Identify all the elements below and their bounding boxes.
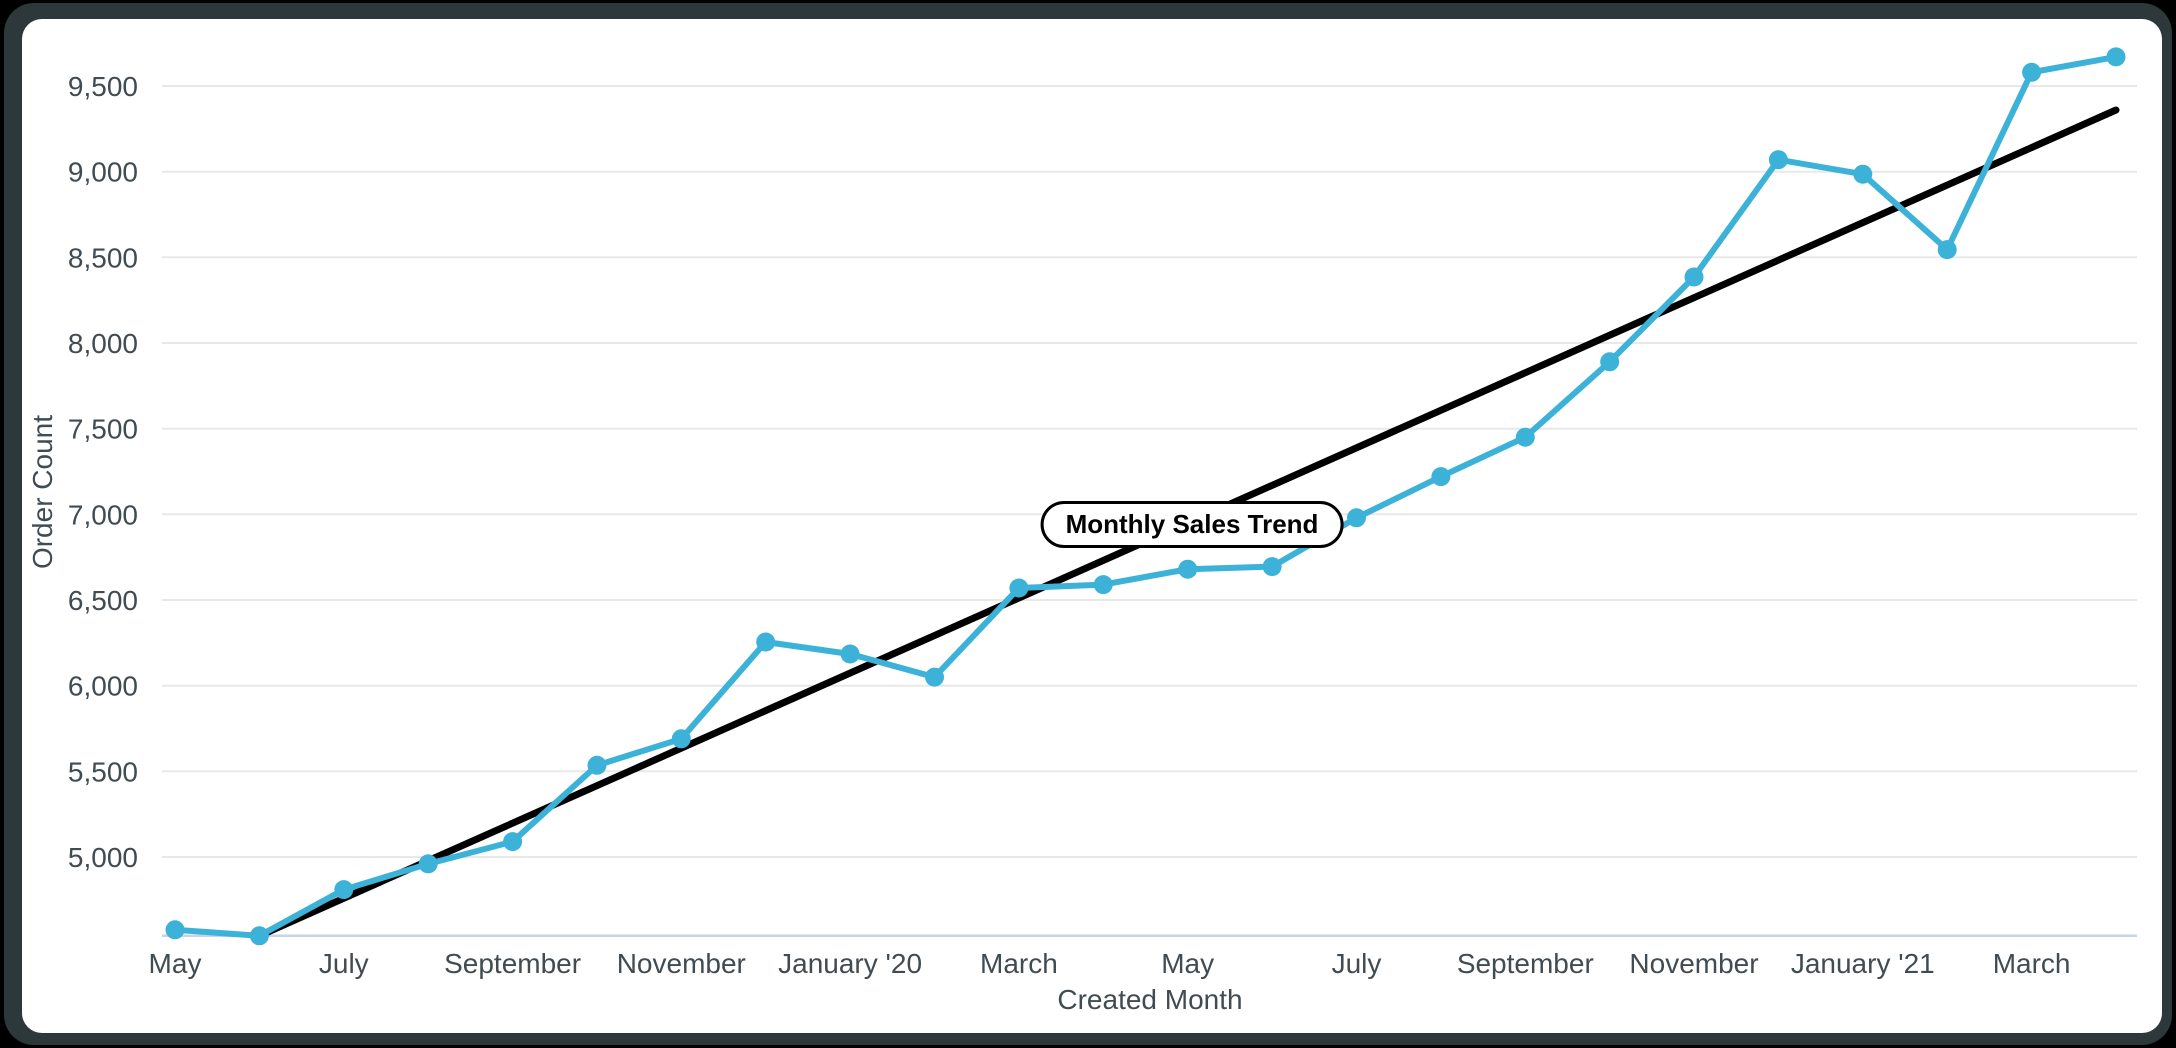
- x-tick-label: November: [1629, 948, 1758, 979]
- x-tick-label: March: [980, 948, 1058, 979]
- data-point[interactable]: [503, 832, 523, 852]
- data-point[interactable]: [1768, 150, 1788, 170]
- y-tick-label: 8,000: [68, 328, 138, 359]
- data-point[interactable]: [418, 854, 438, 874]
- y-tick-label: 7,500: [68, 414, 138, 445]
- y-tick-label: 6,500: [68, 585, 138, 616]
- x-tick-label: January '21: [1791, 948, 1935, 979]
- y-tick-label: 5,500: [68, 756, 138, 787]
- x-tick-label: January '20: [778, 948, 922, 979]
- series-line: [172, 53, 2119, 939]
- x-tick-label: November: [617, 948, 746, 979]
- y-tick-label: 8,500: [68, 242, 138, 273]
- y-tick-label: 7,000: [68, 499, 138, 530]
- data-point[interactable]: [587, 755, 607, 775]
- data-point[interactable]: [2106, 47, 2126, 67]
- y-tick-label: 5,000: [68, 842, 138, 873]
- data-point[interactable]: [1937, 240, 1957, 260]
- data-point[interactable]: [1262, 557, 1282, 577]
- y-tick-label: 6,000: [68, 671, 138, 702]
- chart-title-pill: Monthly Sales Trend: [1040, 501, 1344, 548]
- data-point[interactable]: [249, 926, 269, 946]
- data-point[interactable]: [334, 880, 354, 900]
- data-point[interactable]: [165, 920, 185, 940]
- data-point[interactable]: [1009, 578, 1029, 598]
- x-tick-label: May: [1161, 948, 1214, 979]
- data-point[interactable]: [671, 729, 691, 749]
- data-point[interactable]: [840, 644, 860, 664]
- x-tick-label: September: [444, 948, 581, 979]
- x-tick-label: July: [319, 948, 369, 979]
- chart-title: Monthly Sales Trend: [1065, 509, 1319, 539]
- data-point[interactable]: [1853, 164, 1873, 184]
- y-axis-title: Order Count: [27, 414, 58, 570]
- data-point[interactable]: [1093, 575, 1113, 595]
- data-point[interactable]: [1347, 508, 1366, 528]
- x-tick-label: March: [1993, 948, 2071, 979]
- x-tick-label: September: [1457, 948, 1594, 979]
- data-point[interactable]: [1600, 352, 1620, 372]
- data-point[interactable]: [1431, 467, 1451, 487]
- data-point[interactable]: [756, 632, 776, 652]
- data-point[interactable]: [2022, 62, 2042, 82]
- x-axis-title: Created Month: [1057, 984, 1243, 1015]
- data-point[interactable]: [925, 667, 944, 687]
- x-tick-label: July: [1332, 948, 1382, 979]
- x-tick-label: May: [149, 948, 202, 979]
- data-point[interactable]: [1178, 559, 1198, 579]
- data-point[interactable]: [1515, 427, 1535, 447]
- y-tick-label: 9,500: [68, 71, 138, 102]
- y-tick-label: 9,000: [68, 157, 138, 188]
- data-point[interactable]: [1684, 267, 1704, 287]
